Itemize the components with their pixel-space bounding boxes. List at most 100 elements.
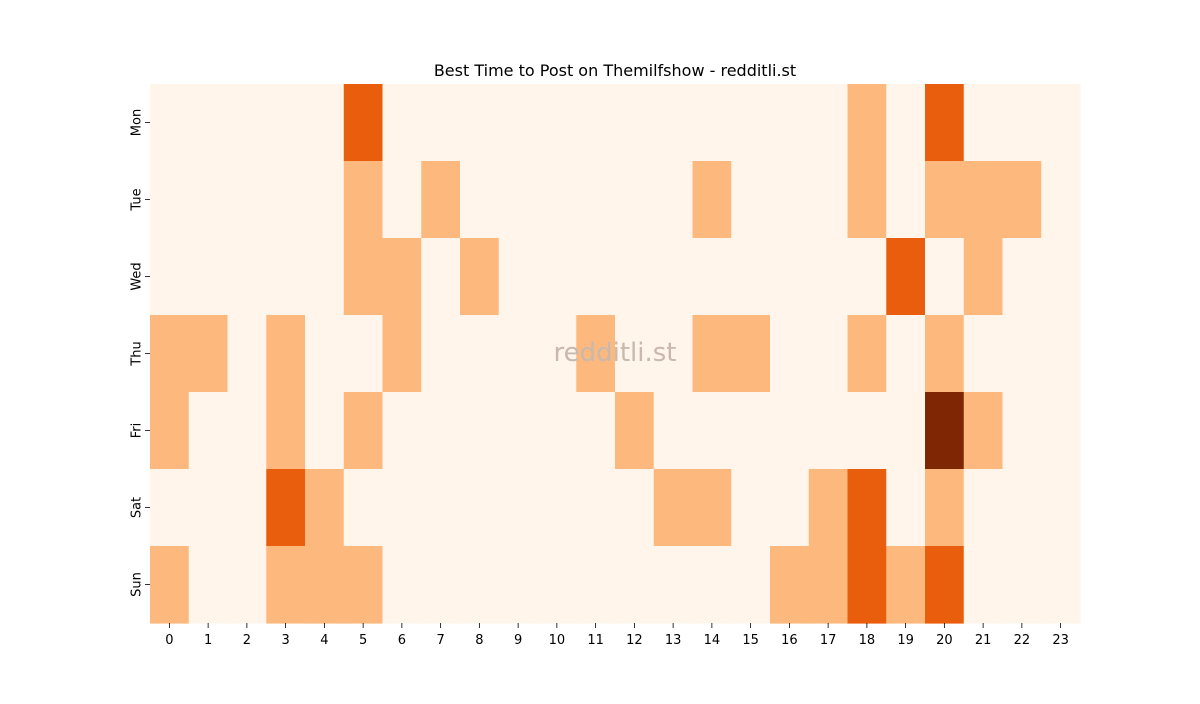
heatmap-cell-tue-23 [1041,161,1081,239]
heatmap-cell-fri-1 [188,392,229,470]
heatmap-cell-thu-1 [188,315,229,393]
heatmap-cell-wed-11 [576,238,616,316]
heatmap-cell-sat-8 [460,469,500,547]
heatmap-cell-thu-17 [808,315,849,393]
x-tick-label: 2 [243,633,251,648]
heatmap-cell-mon-1 [188,84,229,162]
heatmap-cell-sat-11 [576,469,616,547]
heatmap-cell-sat-12 [615,469,655,547]
heatmap-cell-fri-10 [537,392,577,470]
heatmap-cell-sat-5 [343,469,384,547]
heatmap-cell-thu-7 [421,315,461,393]
heatmap-cell-sun-22 [1002,546,1042,624]
heatmap-cell-mon-2 [227,84,267,162]
heatmap-cell-fri-7 [421,392,461,470]
y-tick-label: Fri [130,423,145,439]
x-tick-label: 4 [320,633,328,648]
y-tick-label: Sat [130,497,145,518]
heatmap-cell-mon-21 [963,84,1004,162]
heatmap-cell-tue-7 [421,161,461,239]
heatmap-cell-fri-5 [343,392,384,470]
x-axis: 0 1 2 3 4 5 6 7 8 9 10 11 12 13 14 15 16 17 18 19 20 21 22 23 [165,623,1069,648]
heatmap-cell-fri-2 [227,392,267,470]
heatmap-cell-sun-18 [847,546,887,624]
heatmap-cell-sat-4 [305,469,345,547]
y-tick-label: Wed [130,262,145,290]
heatmap-cell-mon-6 [382,84,422,162]
heatmap-cell-wed-3 [266,238,306,316]
heatmap-cell-fri-0 [150,392,190,470]
heatmap-cell-mon-4 [305,84,345,162]
heatmap-cell-wed-7 [421,238,461,316]
heatmap-cell-wed-1 [188,238,229,316]
x-tick-label: 11 [587,633,604,648]
heatmap-cell-sun-8 [460,546,500,624]
y-tick-label: Tue [130,188,145,211]
x-tick-label: 20 [936,633,953,648]
heatmap-cell-fri-17 [808,392,849,470]
heatmap-cell-fri-21 [963,392,1004,470]
heatmap-cell-wed-18 [847,238,887,316]
heatmap-cell-wed-12 [615,238,655,316]
heatmap-cell-thu-18 [847,315,887,393]
x-tick-label: 17 [820,633,837,648]
heatmap-cell-fri-14 [692,392,732,470]
heatmap-cell-wed-14 [692,238,732,316]
heatmap-cell-mon-16 [770,84,810,162]
heatmap-cell-sun-15 [731,546,771,624]
heatmap-cell-sat-15 [731,469,771,547]
heatmap-cell-sun-14 [692,546,732,624]
watermark-text: redditli.st [554,338,677,368]
heatmap-cell-tue-21 [963,161,1004,239]
heatmap-cell-tue-10 [537,161,577,239]
heatmap-cell-sun-10 [537,546,577,624]
heatmap-cell-wed-2 [227,238,267,316]
heatmap-cell-thu-12 [615,315,655,393]
heatmap-cell-mon-7 [421,84,461,162]
heatmap-cell-sat-3 [266,469,306,547]
heatmap-cell-tue-20 [925,161,965,239]
heatmap-cell-wed-6 [382,238,422,316]
chart-title: Best Time to Post on Themilfshow - reddi… [434,61,796,80]
heatmap-cell-mon-20 [925,84,965,162]
heatmap-cell-wed-22 [1002,238,1042,316]
x-tick-label: 3 [281,633,289,648]
heatmap-cell-sat-20 [925,469,965,547]
heatmap-cell-wed-4 [305,238,345,316]
heatmap-cell-wed-19 [886,238,926,316]
heatmap-cell-tue-19 [886,161,926,239]
heatmap-cell-thu-11 [576,315,616,393]
heatmap-cell-mon-23 [1041,84,1081,162]
x-tick-label: 1 [204,633,212,648]
heatmap-cell-wed-21 [963,238,1004,316]
heatmap-cell-tue-8 [460,161,500,239]
x-tick-label: 13 [665,633,682,648]
heatmap-cell-tue-3 [266,161,306,239]
heatmap-cell-sun-9 [498,546,539,624]
heatmap-cell-wed-10 [537,238,577,316]
x-tick-label: 14 [704,633,721,648]
heatmap-cell-thu-13 [653,315,694,393]
heatmap-cell-sat-16 [770,469,810,547]
heatmap-cell-thu-19 [886,315,926,393]
heatmap-cell-tue-2 [227,161,267,239]
x-tick-label: 22 [1014,633,1031,648]
x-tick-label: 5 [359,633,367,648]
heatmap-cell-fri-12 [615,392,655,470]
heatmap-cell-mon-11 [576,84,616,162]
heatmap-cell-sat-7 [421,469,461,547]
heatmap-cell-sun-20 [925,546,965,624]
heatmap-cell-tue-15 [731,161,771,239]
heatmap-cell-thu-9 [498,315,539,393]
heatmap-cell-fri-16 [770,392,810,470]
heatmap-cell-tue-18 [847,161,887,239]
heatmap-cell-sun-7 [421,546,461,624]
heatmap-cell-mon-17 [808,84,849,162]
heatmap-cell-sat-22 [1002,469,1042,547]
heatmap-cell-wed-8 [460,238,500,316]
heatmap-cell-fri-8 [460,392,500,470]
heatmap-cell-thu-10 [537,315,577,393]
heatmap-cell-sat-18 [847,469,887,547]
heatmap-cell-sun-6 [382,546,422,624]
